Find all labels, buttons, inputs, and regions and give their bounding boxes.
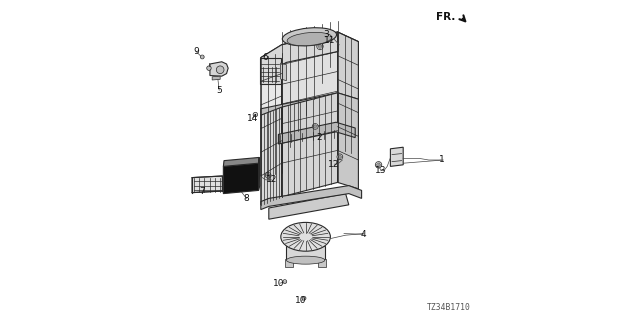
Circle shape [303, 234, 309, 240]
Polygon shape [278, 122, 355, 144]
Circle shape [337, 154, 343, 160]
Circle shape [377, 163, 380, 166]
Text: 12: 12 [266, 175, 277, 184]
Polygon shape [261, 45, 282, 176]
Text: 14: 14 [246, 114, 258, 123]
Text: 4: 4 [360, 230, 366, 239]
Circle shape [207, 66, 211, 70]
Circle shape [318, 44, 322, 48]
Polygon shape [223, 163, 259, 194]
Polygon shape [282, 93, 338, 197]
Polygon shape [287, 246, 325, 260]
Polygon shape [269, 194, 349, 219]
Polygon shape [390, 147, 403, 166]
Text: 11: 11 [324, 36, 335, 45]
Ellipse shape [287, 256, 325, 264]
Circle shape [283, 280, 287, 284]
Text: 7: 7 [199, 188, 204, 196]
Circle shape [312, 124, 318, 129]
Polygon shape [261, 186, 362, 210]
Polygon shape [338, 93, 358, 189]
Polygon shape [260, 58, 280, 84]
Circle shape [375, 162, 381, 168]
Ellipse shape [282, 28, 337, 46]
Polygon shape [192, 176, 223, 193]
Text: 13: 13 [375, 166, 387, 175]
Polygon shape [285, 259, 293, 267]
Circle shape [266, 172, 271, 178]
Text: 3: 3 [324, 30, 329, 39]
Circle shape [314, 125, 317, 128]
Polygon shape [223, 157, 259, 166]
Text: TZ34B1710: TZ34B1710 [426, 303, 470, 312]
Polygon shape [259, 157, 260, 190]
Polygon shape [261, 107, 282, 205]
Text: 6: 6 [263, 53, 268, 62]
Text: 8: 8 [244, 194, 249, 203]
Circle shape [302, 296, 306, 300]
Polygon shape [261, 93, 358, 115]
Text: 10: 10 [295, 296, 307, 305]
Polygon shape [261, 32, 358, 72]
Circle shape [253, 112, 258, 117]
Polygon shape [210, 62, 228, 76]
Circle shape [200, 55, 204, 59]
Ellipse shape [287, 32, 332, 46]
Polygon shape [319, 259, 326, 267]
Ellipse shape [281, 222, 330, 251]
Text: FR.: FR. [436, 12, 455, 22]
Polygon shape [212, 76, 220, 80]
Polygon shape [338, 32, 358, 160]
Text: 10: 10 [273, 279, 285, 288]
Text: 12: 12 [328, 160, 339, 169]
Text: 1: 1 [439, 156, 444, 164]
Circle shape [216, 66, 224, 74]
Circle shape [298, 230, 313, 244]
Text: 9: 9 [193, 47, 198, 56]
Text: 2: 2 [317, 133, 322, 142]
Polygon shape [282, 32, 338, 163]
Polygon shape [280, 63, 287, 81]
Circle shape [339, 155, 341, 158]
Text: 5: 5 [216, 86, 222, 95]
Circle shape [267, 174, 269, 177]
Circle shape [317, 43, 323, 50]
